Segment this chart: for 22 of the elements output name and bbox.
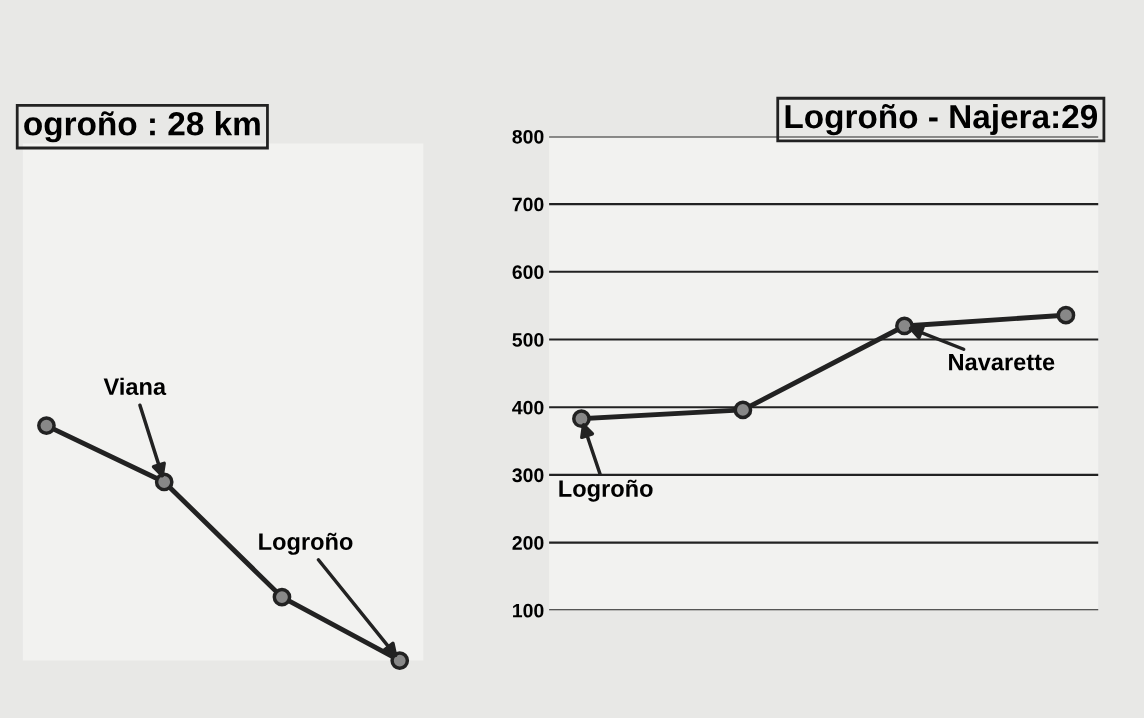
- y-tick-label: 200: [512, 536, 544, 550]
- point: [572, 409, 591, 429]
- point: [37, 416, 56, 435]
- point: [272, 587, 292, 607]
- point: [1056, 305, 1076, 325]
- y-tick-label: 400: [512, 400, 544, 415]
- point: [390, 651, 410, 670]
- y-tick-label: 100: [513, 603, 544, 618]
- y-tick-label: 700: [512, 197, 544, 212]
- point: [154, 472, 174, 492]
- annotation: Navarette: [949, 353, 1055, 371]
- y-tick-label: 500: [512, 332, 544, 347]
- annotation: Logroño: [559, 479, 653, 502]
- point: [733, 400, 753, 420]
- chart-title: Logroño - Najera:29: [785, 103, 1098, 136]
- point: [895, 316, 914, 336]
- y-tick-label: 300: [512, 468, 544, 483]
- annotation: Logroño: [259, 532, 353, 555]
- text: Viana: [103, 377, 167, 396]
- chart-title: ogroño : 28 km: [24, 111, 260, 143]
- y-tick-label: 600: [512, 265, 544, 280]
- y-tick-label: 800: [512, 129, 544, 144]
